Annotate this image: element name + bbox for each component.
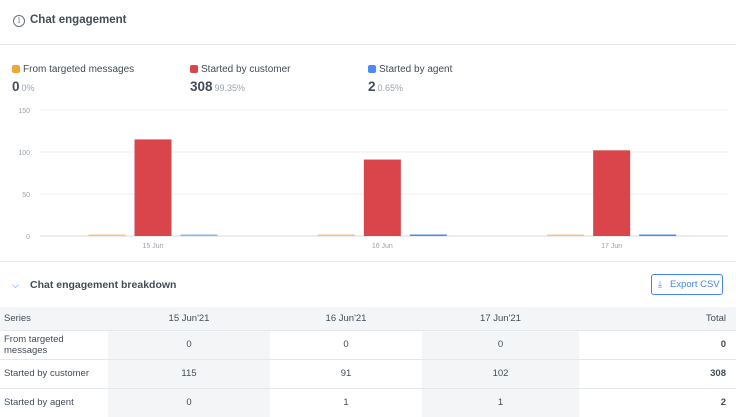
chevron-down-icon[interactable]: ⌵ [12, 280, 19, 290]
legend-swatch [190, 65, 198, 73]
bar [593, 150, 631, 236]
table-cell: 308 [579, 358, 736, 388]
column-header[interactable]: Series [0, 307, 108, 330]
bar [547, 234, 585, 236]
panel-title: Chat engagement [30, 14, 127, 26]
column-header[interactable]: 17 Jun'21 [422, 307, 579, 330]
legend-label: Started by customer [201, 64, 291, 75]
bar [363, 159, 401, 236]
table-cell: 1 [422, 387, 579, 417]
legend-swatch [12, 65, 20, 73]
table-cell: Started by customer [0, 358, 108, 388]
y-tick-label: 150 [18, 108, 30, 115]
breakdown-table: Series 15 Jun'21 16 Jun'21 17 Jun'21 Tot… [0, 307, 736, 417]
table-cell: 0 [108, 329, 270, 359]
table-row: From targeted messages 0 0 0 0 [0, 329, 736, 359]
metric-agent: 2 0.65% [368, 79, 403, 94]
table-cell: 2 [579, 387, 736, 417]
bar [409, 234, 447, 236]
legend-label: From targeted messages [23, 64, 135, 75]
legend-label: Started by agent [379, 64, 453, 75]
table-cell: 1 [270, 387, 422, 417]
table-cell: 0 [579, 329, 736, 359]
bar [180, 234, 218, 236]
column-header[interactable]: Total [579, 307, 736, 330]
info-icon[interactable]: i [13, 15, 25, 27]
bar-chart: 0 50 100 150 15 Jun 16 Jun 17 Jun [18, 108, 728, 250]
bar [317, 234, 355, 236]
legend-item-customer[interactable]: Started by customer [190, 64, 290, 75]
y-tick-label: 100 [18, 150, 30, 157]
table-cell: Started by agent [0, 387, 108, 417]
column-header[interactable]: 15 Jun'21 [108, 307, 270, 330]
x-tick-label: 17 Jun [601, 243, 622, 250]
table-header-row: Series 15 Jun'21 16 Jun'21 17 Jun'21 Tot… [0, 307, 736, 330]
legend-item-agent[interactable]: Started by agent [368, 64, 452, 75]
download-icon: ⤓ [658, 279, 662, 289]
table-row: Started by agent 0 1 1 2 [0, 387, 736, 417]
metric-pct: 99.35% [214, 83, 246, 93]
legend-swatch [368, 65, 376, 73]
export-csv-button[interactable]: ⤓ Export CSV [651, 274, 723, 295]
table-cell: 115 [108, 358, 270, 388]
metric-targeted: 0 0% [12, 79, 35, 94]
metric-value: 0 [12, 79, 20, 94]
metric-pct: 0.65% [377, 83, 404, 93]
table-cell: 0 [108, 387, 270, 417]
legend-item-targeted[interactable]: From targeted messages [12, 64, 134, 75]
x-tick-label: 15 Jun [142, 243, 163, 250]
metric-value: 308 [190, 79, 213, 94]
column-header[interactable]: 16 Jun'21 [270, 307, 422, 330]
table-cell: 0 [422, 329, 579, 359]
table-row: Started by customer 115 91 102 308 [0, 358, 736, 388]
section-divider [0, 261, 736, 262]
metric-value: 2 [368, 79, 376, 94]
breakdown-title[interactable]: Chat engagement breakdown [30, 279, 177, 291]
table-cell: From targeted messages [0, 329, 108, 359]
export-label: Export CSV [670, 279, 720, 290]
bar [639, 234, 677, 236]
bar [88, 234, 126, 236]
x-tick-label: 16 Jun [372, 243, 393, 250]
y-tick-label: 50 [22, 192, 30, 199]
metric-pct: 0% [21, 83, 35, 93]
table-cell: 91 [270, 358, 422, 388]
y-tick-label: 0 [26, 234, 30, 241]
table-cell: 0 [270, 329, 422, 359]
bar [134, 139, 172, 236]
metric-customer: 308 99.35% [190, 79, 245, 94]
panel-header: i Chat engagement [0, 0, 736, 45]
table-cell: 102 [422, 358, 579, 388]
